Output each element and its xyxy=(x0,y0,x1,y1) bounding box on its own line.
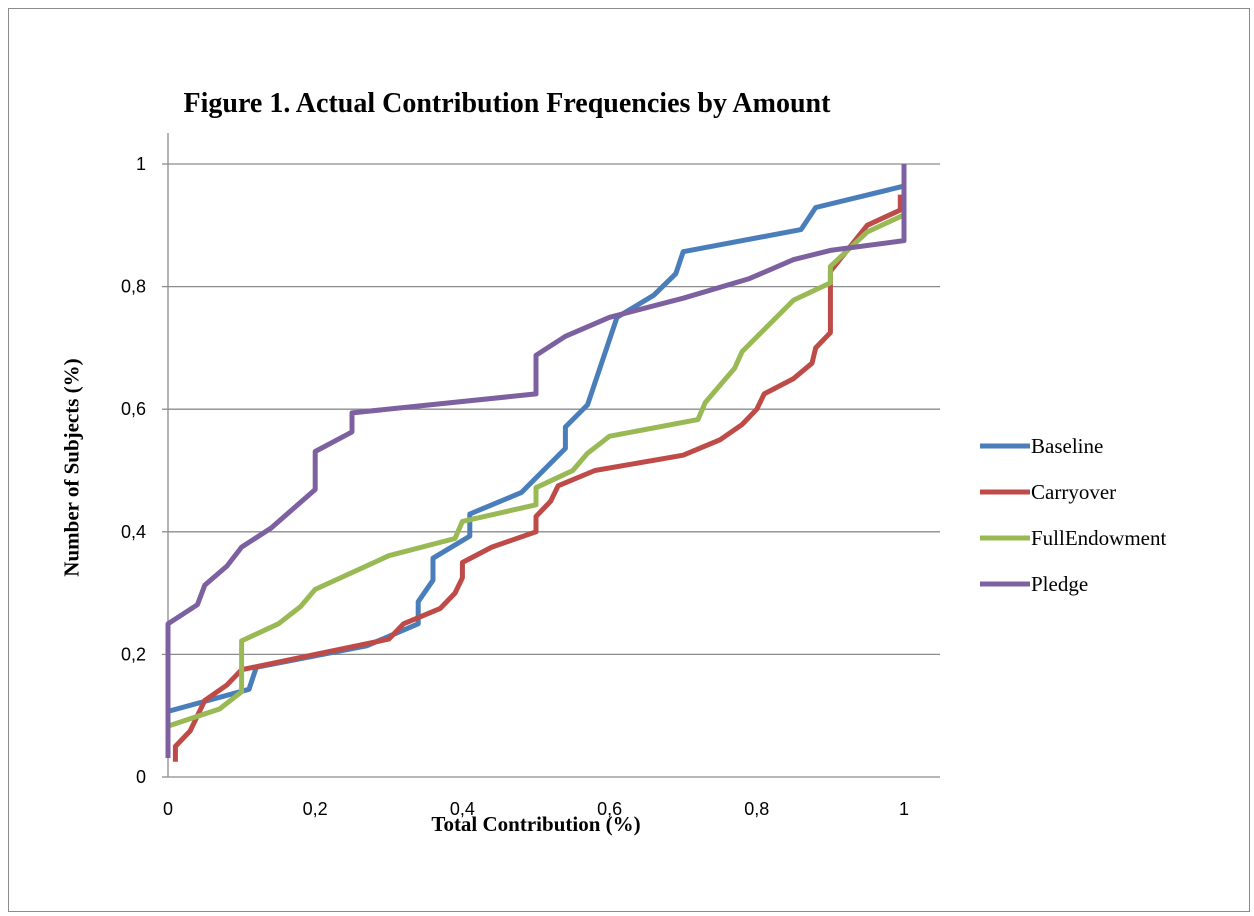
legend: Baseline Carryover FullEndowment Pledge xyxy=(980,434,1166,596)
series-line-baseline xyxy=(167,183,905,714)
y-tick-label: 0,2 xyxy=(121,644,146,664)
y-tick-label: 0 xyxy=(136,767,146,787)
x-tick-label: 0,8 xyxy=(744,799,769,819)
y-tick-label: 0,8 xyxy=(121,277,146,297)
x-tick-label: 1 xyxy=(899,799,909,819)
tick-labels: 0 0,2 0,4 0,6 0,8 1 0 0,2 0,4 0,6 0,8 1 xyxy=(121,154,909,819)
x-axis-title: Total Contribution (%) xyxy=(431,812,641,836)
x-tick-label: 0,6 xyxy=(597,799,622,819)
x-tick-label: 0,4 xyxy=(450,799,475,819)
gridlines xyxy=(168,163,940,656)
x-tick-label: 0 xyxy=(163,799,173,819)
chart-title: Figure 1. Actual Contribution Frequencie… xyxy=(183,88,831,119)
chart-frame xyxy=(8,8,1250,912)
y-tick-label: 0,6 xyxy=(121,399,146,419)
series-lines xyxy=(165,164,907,762)
x-tick-label: 0,2 xyxy=(303,799,328,819)
y-tick-label: 0,4 xyxy=(121,522,146,542)
legend-label-pledge: Pledge xyxy=(1031,572,1088,596)
axes xyxy=(162,133,940,778)
legend-label-baseline: Baseline xyxy=(1031,434,1103,458)
series-line-fullendowment xyxy=(167,198,907,729)
legend-label-carryover: Carryover xyxy=(1031,480,1116,504)
series-line-pledge xyxy=(165,164,907,758)
legend-label-fullendowment: FullEndowment xyxy=(1031,526,1166,550)
y-tick-label: 1 xyxy=(136,154,146,174)
